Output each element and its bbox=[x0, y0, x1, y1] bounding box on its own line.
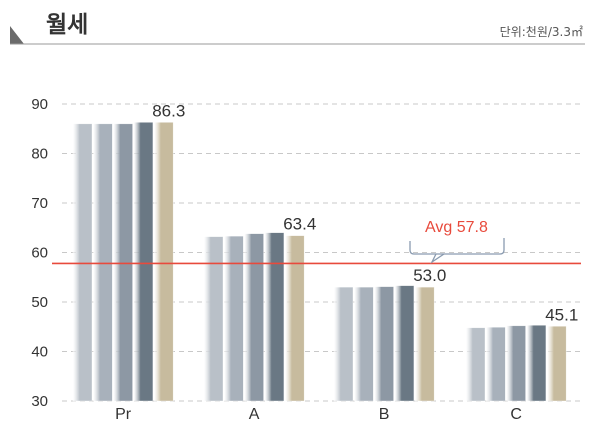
y-tick-label: 90 bbox=[31, 96, 48, 113]
unit-label: 단위:천원/3.3㎡ bbox=[500, 24, 583, 39]
y-axis-ticks: 30 40 50 60 70 80 90 bbox=[31, 96, 48, 410]
average-value: 57.8 bbox=[457, 219, 488, 236]
bar bbox=[93, 123, 113, 402]
average-label: Avg 57.8 bbox=[425, 219, 488, 236]
average-label-text: Avg bbox=[425, 219, 457, 236]
x-tick-label: Pr bbox=[115, 406, 132, 421]
bar bbox=[546, 325, 567, 402]
header-arrow-icon bbox=[10, 26, 24, 44]
bar bbox=[506, 325, 526, 402]
bar bbox=[133, 122, 154, 402]
bar bbox=[224, 235, 244, 402]
average-line-group: Avg 57.8 bbox=[52, 219, 581, 265]
bar bbox=[465, 327, 486, 402]
bar bbox=[203, 236, 224, 402]
data-label: 45.1 bbox=[545, 305, 578, 324]
y-tick-label: 70 bbox=[31, 195, 48, 212]
y-tick-label: 60 bbox=[31, 245, 48, 262]
bar bbox=[526, 324, 547, 402]
bar bbox=[485, 326, 506, 402]
bar bbox=[374, 286, 394, 402]
chart-title: 월세 bbox=[46, 12, 88, 38]
bar bbox=[333, 286, 354, 402]
y-tick-label: 80 bbox=[31, 146, 48, 163]
bars bbox=[72, 122, 567, 402]
y-tick-label: 30 bbox=[31, 393, 48, 410]
x-tick-label: A bbox=[249, 406, 260, 421]
bar bbox=[414, 286, 435, 402]
x-tick-label: B bbox=[379, 406, 390, 421]
data-label: 86.3 bbox=[152, 101, 185, 120]
average-callout-pointer bbox=[430, 253, 445, 264]
value-labels: 86.3 63.4 53.0 45.1 bbox=[152, 101, 578, 324]
bar bbox=[72, 123, 93, 402]
bar bbox=[394, 285, 415, 402]
data-label: 63.4 bbox=[283, 215, 316, 234]
bar bbox=[264, 232, 285, 402]
bar bbox=[284, 235, 305, 402]
bar bbox=[113, 123, 133, 402]
y-tick-label: 50 bbox=[31, 294, 48, 311]
bar bbox=[153, 122, 174, 402]
x-tick-label: C bbox=[510, 406, 522, 421]
x-axis-labels: Pr A B C bbox=[115, 406, 522, 421]
bar bbox=[244, 233, 264, 402]
bar bbox=[353, 286, 374, 402]
average-callout-bracket bbox=[409, 238, 505, 255]
y-tick-label: 40 bbox=[31, 344, 48, 361]
data-label: 53.0 bbox=[413, 266, 446, 285]
